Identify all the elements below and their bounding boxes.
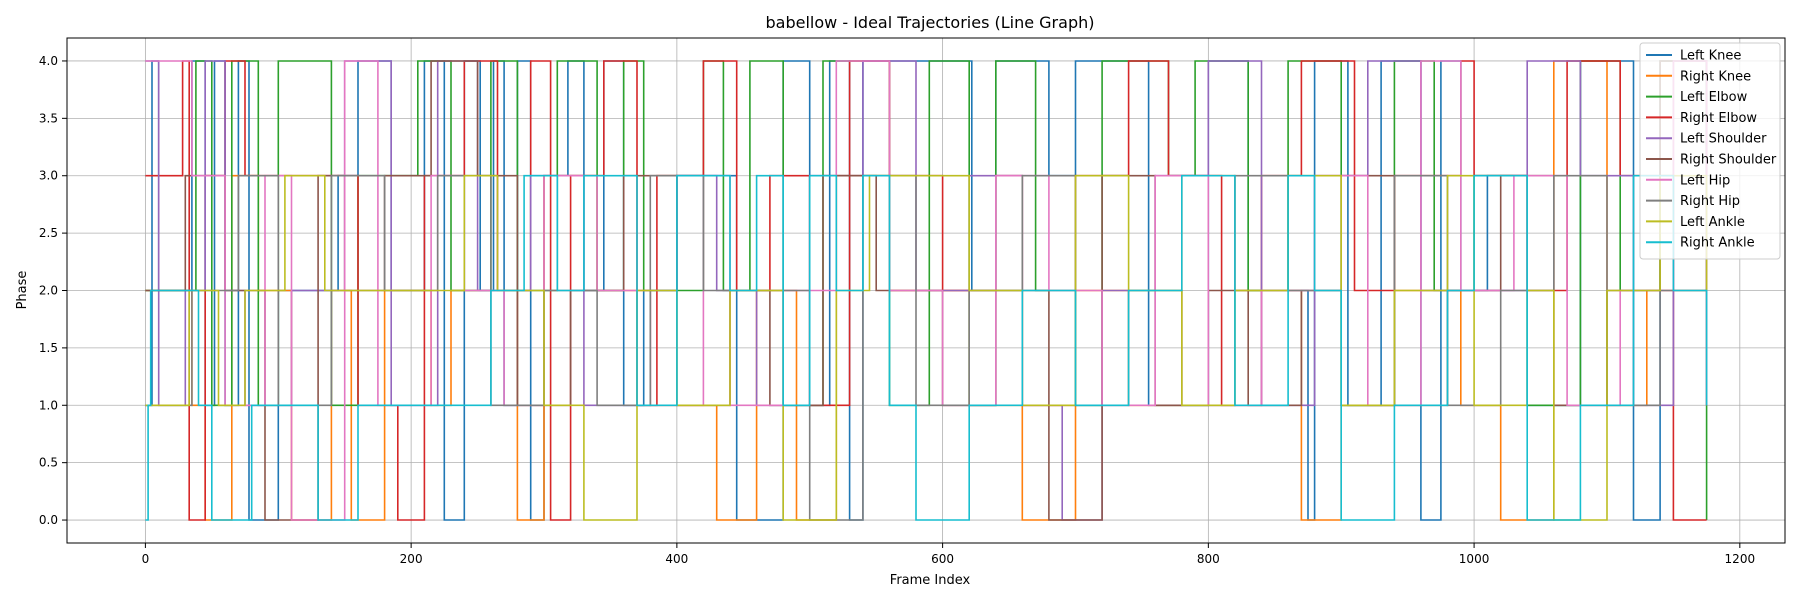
x-tick-label: 200 [400,552,423,566]
y-tick-label: 3.5 [39,111,58,125]
legend-label: Left Ankle [1680,215,1745,230]
y-tick-label: 2.0 [39,284,58,298]
x-tick-label: 1200 [1725,552,1756,566]
chart-title: babellow - Ideal Trajectories (Line Grap… [766,13,1095,32]
legend-label: Right Shoulder [1680,153,1777,168]
y-tick-label: 4.0 [39,54,58,68]
legend: Left Knee Right Knee Left Elbow Right Elbow… [1639,42,1781,260]
legend-label: Right Knee [1680,69,1751,84]
y-tick-label: 2.5 [39,226,58,240]
legend-box [1639,42,1781,260]
x-tick-label: 1000 [1459,552,1490,566]
legend-label: Right Ankle [1680,236,1755,251]
series-line-left-hip [145,60,1708,521]
x-tick-label: 400 [665,552,688,566]
plot-area: 0 200 400 600 800 1000 1200 0.0 0.5 1.0 1.5 2.0 2.5 3… [39,37,1786,566]
y-tick-label: 3.0 [39,169,58,183]
y-tick-label: 0.0 [39,513,58,527]
y-axis-label: Phase [15,271,30,310]
y-tick-label: 0.5 [39,456,58,470]
legend-label: Left Hip [1680,173,1730,188]
x-axis-label: Frame Index [890,573,971,588]
y-tick-label: 1.0 [39,398,58,412]
x-tick-label: 800 [1197,552,1220,566]
legend-label: Left Shoulder [1680,132,1767,147]
x-tick-label: 600 [931,552,954,566]
legend-label: Left Elbow [1680,90,1748,105]
x-tick-label: 0 [142,552,150,566]
y-tick-label: 1.5 [39,341,58,355]
legend-label: Right Hip [1680,194,1740,209]
legend-label: Right Elbow [1680,111,1757,126]
series-group [145,60,1708,521]
legend-label: Left Knee [1680,49,1741,64]
series-line-right-ankle [145,174,1708,521]
